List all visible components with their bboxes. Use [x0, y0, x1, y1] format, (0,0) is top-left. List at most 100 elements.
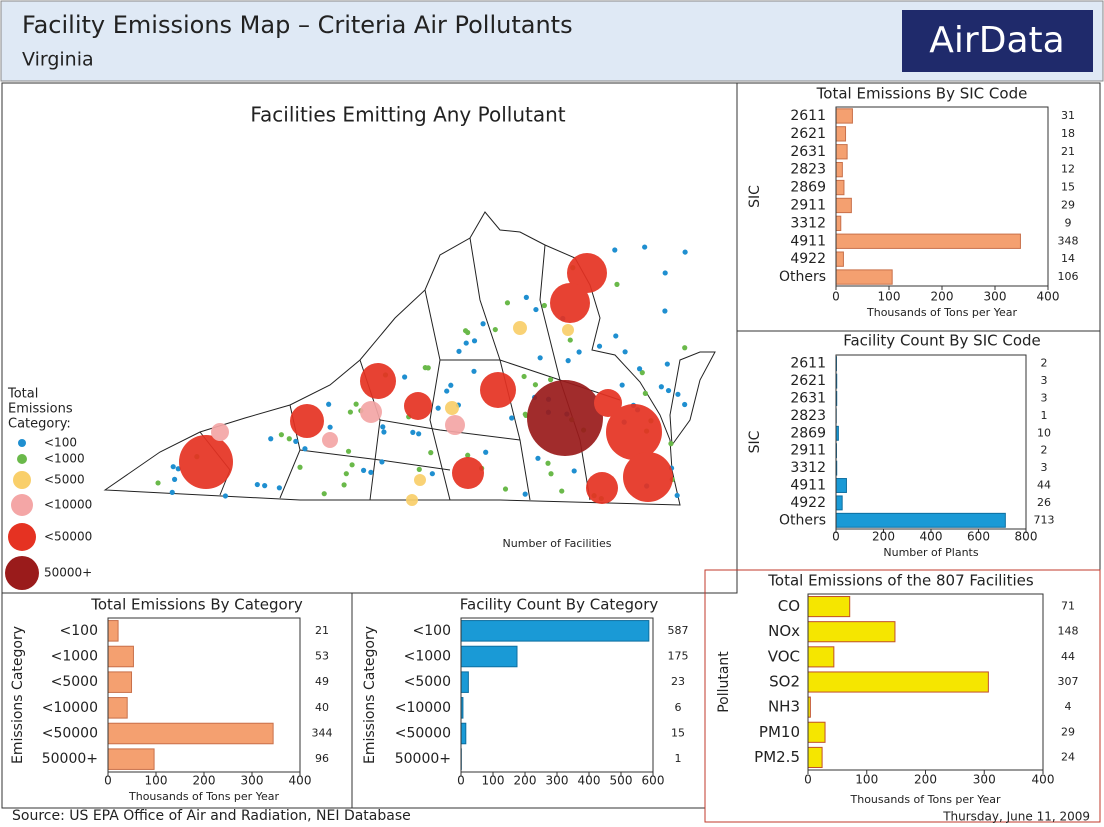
value-label: 21: [1061, 145, 1075, 158]
facility-dot: [155, 480, 161, 486]
bubble: [445, 401, 459, 415]
x-axis-label: Thousands of Tons per Year: [850, 793, 1001, 806]
legend-swatch: [5, 556, 39, 590]
facility-dot: [278, 432, 284, 438]
facility-dot: [341, 482, 347, 488]
facility-dot: [533, 306, 539, 313]
facility-dot: [428, 450, 434, 456]
category-label: 2869: [790, 425, 826, 441]
facility-dot: [522, 411, 528, 417]
bubble: [360, 401, 382, 423]
facility-dot: [425, 365, 431, 371]
facility-dot: [448, 382, 454, 388]
facility-dot: [321, 491, 327, 497]
facility-dot: [665, 387, 672, 394]
x-tick-label: 200: [914, 773, 937, 787]
value-label: 10: [1037, 426, 1051, 439]
value-label: 24: [1061, 750, 1075, 763]
value-label: 587: [668, 624, 689, 637]
value-label: 175: [668, 650, 689, 663]
x-tick-label: 300: [973, 773, 996, 787]
bubble: [594, 389, 622, 417]
facility-dot: [664, 361, 670, 367]
x-tick-label: 0: [104, 774, 112, 788]
bar: [835, 179, 845, 196]
bar: [807, 621, 896, 643]
bubble: [527, 380, 603, 456]
x-tick-label: 800: [1015, 530, 1038, 544]
x-tick-label: 500: [610, 774, 633, 788]
facility-dot: [619, 382, 625, 388]
value-label: 14: [1061, 252, 1075, 265]
facility-dot: [381, 429, 387, 435]
facility-dot: [268, 436, 274, 442]
value-label: 6: [675, 701, 682, 714]
facility-dot: [596, 343, 603, 349]
value-label: 44: [1037, 479, 1051, 492]
facility-dot: [682, 345, 688, 351]
facility-dot: [571, 468, 577, 474]
header-subtitle: Virginia: [22, 49, 94, 71]
bar: [807, 721, 826, 743]
value-label: 3: [1041, 392, 1048, 405]
value-label: 18: [1061, 127, 1075, 140]
bubble: [211, 423, 229, 441]
facility-dot: [170, 464, 176, 470]
facility-dot: [483, 449, 489, 455]
facility-dot: [444, 388, 450, 394]
category-label: 2823: [790, 408, 826, 424]
bubble: [290, 404, 324, 438]
category-label: <1000: [404, 649, 451, 665]
bar: [460, 645, 518, 668]
legend-swatch: [18, 439, 26, 447]
facility-dot: [559, 488, 565, 494]
x-tick-label: 300: [546, 774, 569, 788]
value-label: 44: [1061, 650, 1075, 663]
legend-label: <100: [44, 436, 77, 450]
value-label: 1: [675, 752, 682, 765]
legend-title: Total: [7, 387, 38, 402]
facility-dot: [456, 348, 462, 354]
category-label: 50000+: [395, 751, 451, 767]
facility-dot: [532, 382, 539, 388]
facility-dot: [612, 247, 618, 253]
category-label: <10000: [42, 700, 98, 716]
bubble: [586, 472, 618, 504]
x-axis-label: Thousands of Tons per Year: [128, 790, 279, 803]
category-label: Others: [779, 269, 826, 285]
map: [103, 211, 716, 506]
facility-dot: [435, 405, 441, 411]
eastern-shore: [669, 351, 716, 447]
value-label: 40: [315, 701, 329, 714]
y-axis-label: Emissions Category: [362, 626, 378, 764]
facility-dot: [541, 302, 547, 309]
bar: [460, 671, 469, 693]
facility-dot: [658, 384, 664, 390]
bubble: [606, 404, 662, 460]
facility-dot: [547, 377, 554, 383]
facility-dot: [262, 483, 268, 489]
value-label: 29: [1061, 198, 1075, 211]
facility-dot: [642, 244, 648, 250]
facility-dot: [480, 321, 486, 327]
facility-dot: [674, 492, 680, 499]
category-label: 4911: [790, 478, 826, 494]
bubble: [452, 457, 484, 489]
value-label: 31: [1061, 109, 1075, 122]
category-label: PM2.5: [754, 748, 800, 766]
value-label: 106: [1058, 270, 1079, 283]
x-axis-label: Number of Facilities: [503, 537, 612, 550]
value-label: 2: [1041, 357, 1048, 370]
bar: [835, 269, 893, 285]
x-tick-label: 100: [145, 774, 168, 788]
facility-dot: [509, 415, 515, 421]
category-label: NOx: [768, 622, 800, 640]
bar: [807, 596, 851, 618]
category-label: <5000: [51, 674, 98, 690]
facility-dot: [353, 401, 359, 407]
category-label: <5000: [404, 674, 451, 690]
chart-title: Facility Count By SIC Code: [843, 332, 1041, 350]
bar: [107, 748, 155, 770]
